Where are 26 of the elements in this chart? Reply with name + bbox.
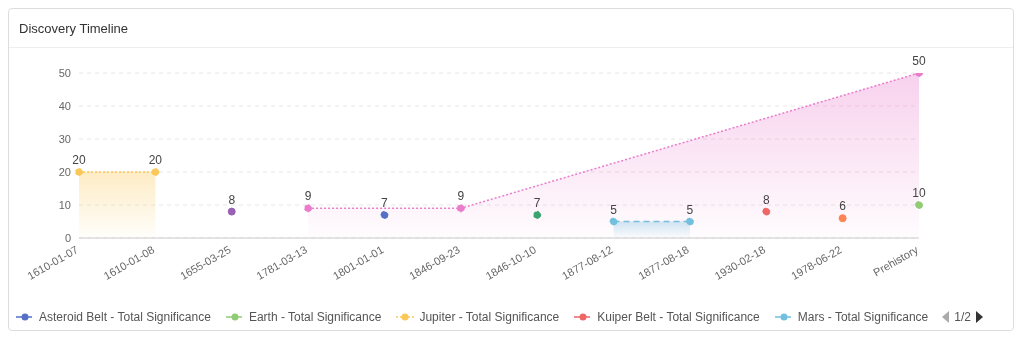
data-label: 8 [228, 192, 236, 207]
data-label: 20 [72, 153, 86, 167]
legend-label: Mars - Total Significance [797, 310, 929, 324]
data-label: 6 [839, 199, 847, 214]
y-tick-label: 10 [58, 198, 71, 211]
legend-label: Earth - Total Significance [248, 310, 382, 324]
data-label: 20 [148, 153, 163, 167]
y-tick-label: 40 [58, 99, 71, 112]
text: 1/2 [954, 310, 971, 324]
data-label: 10 [912, 186, 926, 200]
data-label: 9 [457, 189, 465, 204]
y-tick-label: 50 [58, 66, 71, 79]
y-tick-label: 20 [58, 165, 71, 178]
legend-label: Jupiter - Total Significance [419, 310, 560, 324]
data-label: 8 [762, 192, 770, 207]
y-tick-label: 0 [64, 231, 71, 244]
data-label: 50 [912, 54, 926, 68]
y-tick-label: 30 [58, 132, 71, 145]
chart-title: Discovery Timeline [9, 9, 1013, 48]
data-label: 7 [381, 195, 389, 210]
legend-label: Kuiper Belt - Total Significance [597, 310, 760, 324]
data-label: 5 [686, 202, 694, 217]
data-label: 7 [533, 195, 541, 210]
legend-label: Asteroid Belt - Total Significance [39, 310, 211, 324]
data-label: 9 [304, 189, 312, 204]
data-label: 5 [610, 202, 618, 217]
